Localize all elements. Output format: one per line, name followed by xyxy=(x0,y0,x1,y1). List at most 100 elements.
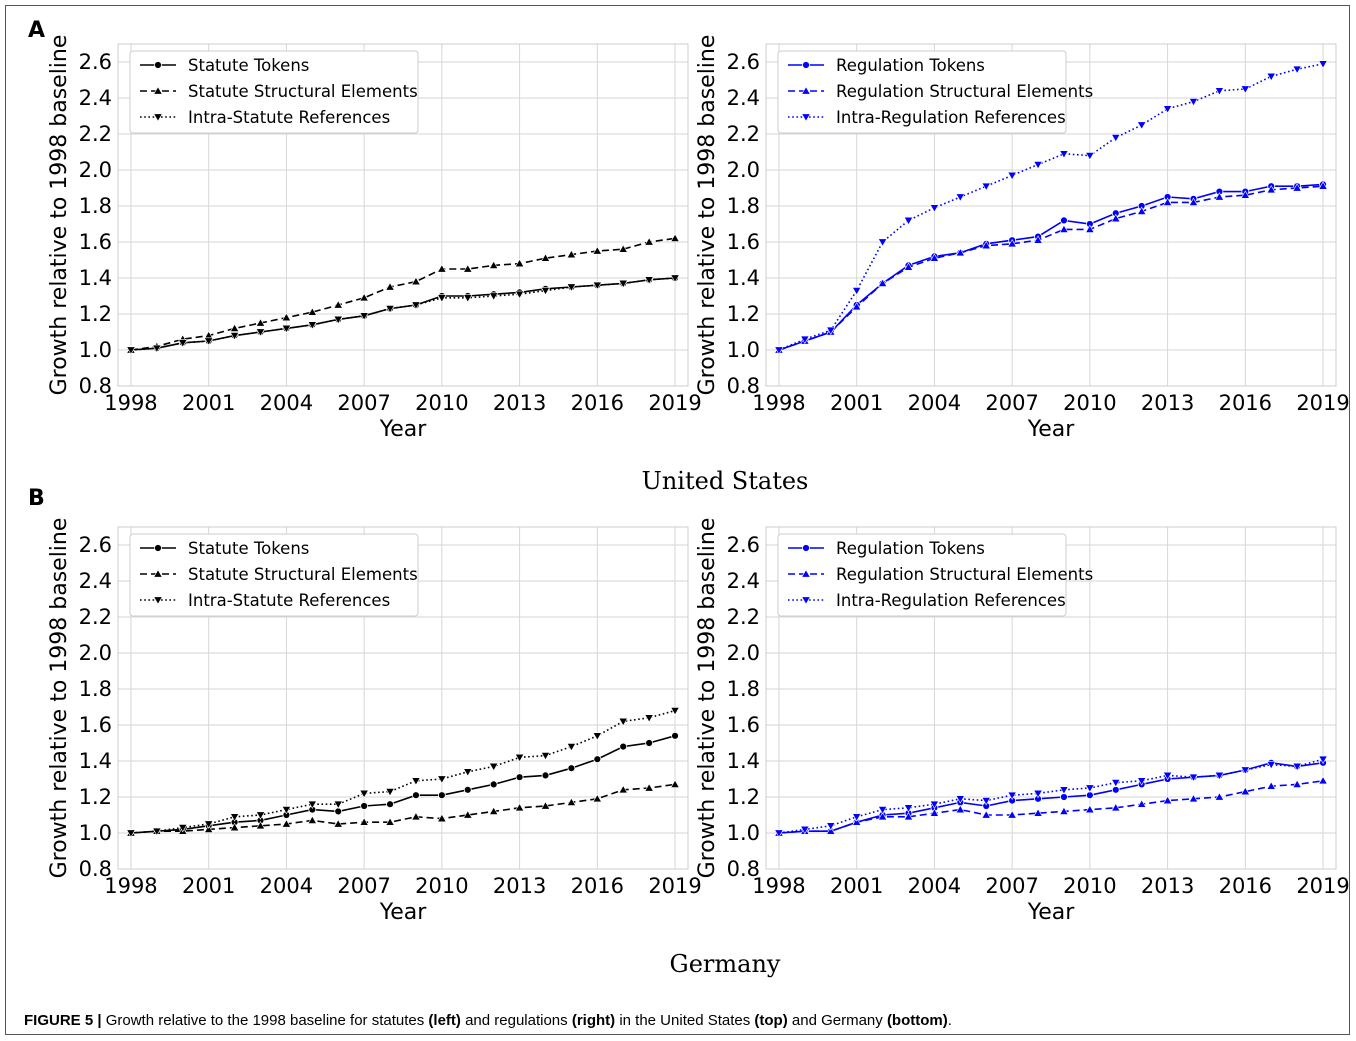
plot-frame-us-statutes xyxy=(117,43,689,387)
legend-label: Statute Tokens xyxy=(188,56,309,75)
data-point xyxy=(903,262,914,271)
data-point xyxy=(514,258,525,268)
x-tick-label: 2007 xyxy=(337,391,390,415)
caption-part-3: (right) xyxy=(571,1012,616,1029)
data-point xyxy=(1111,134,1121,143)
series-line xyxy=(130,709,676,834)
data-point xyxy=(1214,192,1225,201)
data-point xyxy=(463,785,472,794)
data-point xyxy=(1162,771,1173,781)
data-point xyxy=(1266,184,1276,194)
y-tick-label: 2.0 xyxy=(727,158,760,182)
series-line xyxy=(778,183,1324,351)
data-point xyxy=(359,292,369,302)
data-point xyxy=(618,244,628,253)
data-point xyxy=(1292,65,1302,75)
data-point xyxy=(955,795,966,804)
legend-box xyxy=(777,533,1067,617)
data-point xyxy=(281,806,292,815)
series-line xyxy=(778,758,1324,834)
data-point xyxy=(1136,799,1147,808)
data-point xyxy=(126,346,136,355)
series-1 xyxy=(126,779,680,837)
data-point xyxy=(1059,150,1069,159)
data-point xyxy=(644,237,654,246)
y-tick-label: 1.2 xyxy=(727,785,760,809)
plot-frame-de-regulations xyxy=(765,526,1337,870)
caption-text: Growth relative to the 1998 baseline for… xyxy=(102,1012,952,1029)
series-line xyxy=(778,780,1324,834)
data-point xyxy=(877,238,888,247)
data-point xyxy=(644,714,654,723)
data-point xyxy=(877,806,888,815)
data-point xyxy=(1085,152,1095,161)
data-point xyxy=(1214,771,1225,781)
data-point xyxy=(1318,755,1328,765)
data-point xyxy=(307,307,318,316)
x-tick-label: 2004 xyxy=(908,391,961,415)
data-point xyxy=(592,281,603,291)
data-point xyxy=(566,249,577,259)
data-point xyxy=(489,780,498,789)
data-point xyxy=(1188,197,1199,206)
data-point xyxy=(255,811,266,820)
data-point xyxy=(359,817,369,826)
x-tick-label: 2001 xyxy=(830,391,883,415)
plot-frame-us-regulations xyxy=(765,43,1337,387)
data-point xyxy=(1240,766,1251,775)
caption-part-7: (bottom) xyxy=(886,1012,948,1029)
data-point xyxy=(1266,72,1276,82)
y-tick-label: 1.8 xyxy=(79,677,112,701)
legend-label: Regulation Tokens xyxy=(836,56,985,75)
y-tick-label: 1.2 xyxy=(727,302,760,326)
data-point xyxy=(514,802,525,812)
data-point xyxy=(826,826,836,835)
data-point xyxy=(385,817,395,826)
data-point xyxy=(1085,224,1095,233)
legend-de-regulations: Regulation Tokens Regulation Structural E… xyxy=(777,533,1093,617)
caption-label: FIGURE 5 | xyxy=(24,1012,102,1029)
y-tick-label: 2.2 xyxy=(727,605,760,629)
data-point xyxy=(644,783,654,792)
data-point xyxy=(800,825,810,835)
legend-label: Statute Tokens xyxy=(188,539,309,558)
data-point xyxy=(1188,98,1199,107)
panel-letter-b: B xyxy=(28,486,45,511)
data-point xyxy=(255,820,266,830)
data-point xyxy=(515,773,524,782)
y-axis-label: Growth relative to 1998 baseline xyxy=(695,35,720,396)
data-point xyxy=(774,829,784,838)
data-point xyxy=(463,768,473,777)
data-point xyxy=(412,791,420,800)
x-tick-label: 2016 xyxy=(1219,874,1272,898)
data-point xyxy=(903,811,914,821)
data-point xyxy=(1188,773,1199,783)
legend-label: Intra-Statute References xyxy=(188,591,390,610)
caption-part-4: in the United States xyxy=(615,1012,755,1029)
country-title-germany: Germany xyxy=(669,950,781,978)
data-point xyxy=(203,820,214,829)
data-point xyxy=(1214,87,1225,96)
y-tick-label: 0.8 xyxy=(79,374,112,398)
legend-marker xyxy=(153,596,163,605)
x-axis-label: Year xyxy=(379,417,428,442)
data-point xyxy=(1033,235,1043,244)
x-tick-label: 2016 xyxy=(1219,391,1272,415)
country-title-united-states: United States xyxy=(641,467,809,495)
data-point xyxy=(333,819,343,828)
y-tick-label: 1.2 xyxy=(79,785,112,809)
y-tick-label: 2.6 xyxy=(727,533,760,557)
x-axis-label: Year xyxy=(1027,900,1076,925)
legend-marker xyxy=(801,86,811,95)
x-tick-label: 2007 xyxy=(337,874,390,898)
y-tick-label: 2.4 xyxy=(79,569,112,593)
y-tick-label: 1.6 xyxy=(79,230,112,254)
data-point xyxy=(1240,85,1251,94)
y-tick-label: 1.6 xyxy=(727,713,760,737)
legend-label: Statute Structural Elements xyxy=(188,82,418,101)
y-tick-label: 1.0 xyxy=(727,338,760,362)
y-tick-label: 1.4 xyxy=(727,266,760,290)
data-point xyxy=(411,276,421,286)
data-point xyxy=(955,804,966,814)
data-point xyxy=(618,784,628,794)
